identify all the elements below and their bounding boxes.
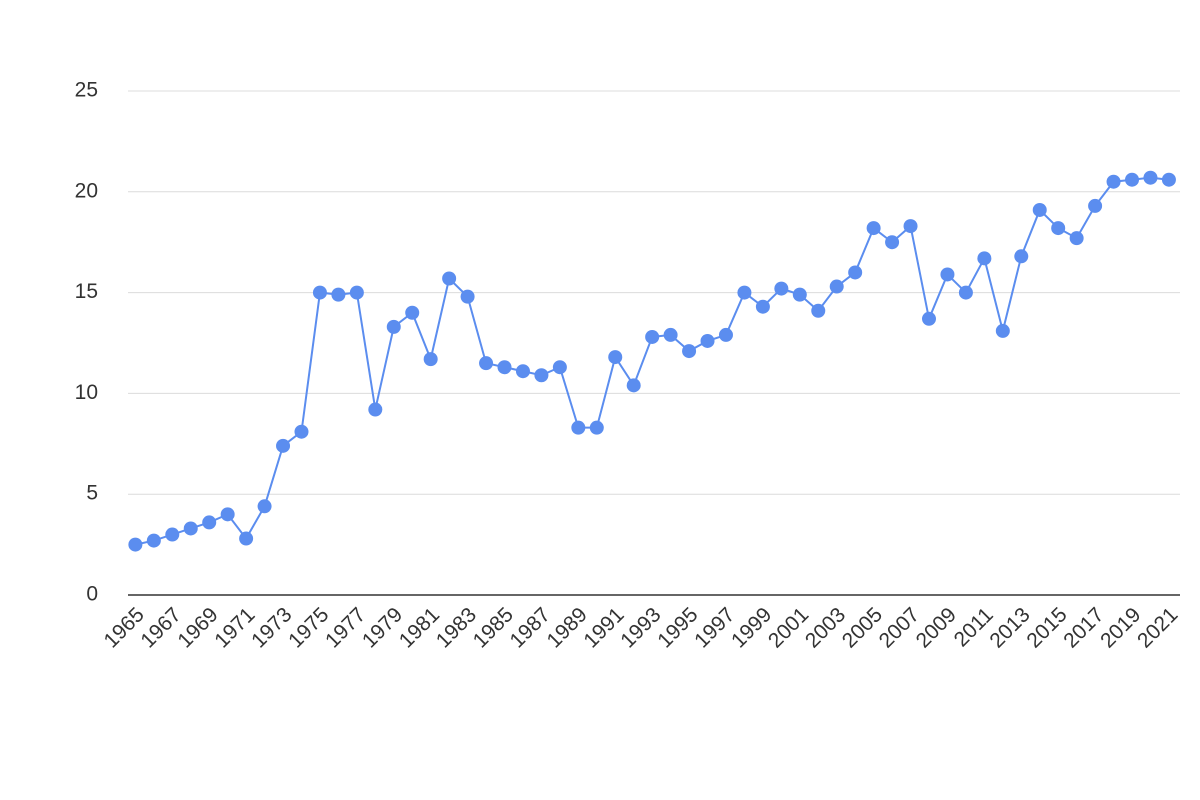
data-point bbox=[146, 533, 161, 548]
x-tick-label: 1981 bbox=[395, 603, 444, 652]
x-tick-label: 2007 bbox=[875, 603, 924, 652]
data-point bbox=[423, 352, 438, 367]
data-point bbox=[995, 323, 1010, 338]
data-point bbox=[811, 303, 826, 318]
x-tick-label: 1995 bbox=[653, 603, 702, 652]
x-tick-label: 2017 bbox=[1059, 603, 1108, 652]
x-tick-label: 1979 bbox=[358, 603, 407, 652]
x-tick-label: 1967 bbox=[136, 603, 185, 652]
data-point bbox=[183, 521, 198, 536]
data-point bbox=[940, 267, 955, 282]
data-point bbox=[1051, 221, 1066, 236]
data-point bbox=[608, 350, 623, 365]
x-tick-label: 2005 bbox=[838, 603, 887, 652]
x-tick-label: 1977 bbox=[321, 603, 370, 652]
x-tick-label: 2011 bbox=[950, 603, 998, 651]
data-point bbox=[1088, 198, 1103, 213]
data-point bbox=[903, 219, 918, 234]
x-tick-label: 1969 bbox=[173, 603, 222, 652]
data-point bbox=[405, 305, 420, 320]
data-point bbox=[552, 360, 567, 375]
data-point bbox=[1069, 231, 1084, 246]
data-point bbox=[958, 285, 973, 300]
data-point bbox=[682, 344, 697, 359]
data-point bbox=[700, 333, 715, 348]
data-point bbox=[1014, 249, 1029, 264]
data-point bbox=[442, 271, 457, 286]
x-tick-label: 1965 bbox=[100, 603, 149, 652]
data-point bbox=[921, 311, 936, 326]
data-point bbox=[626, 378, 641, 393]
data-point bbox=[885, 235, 900, 250]
data-point bbox=[515, 364, 530, 379]
series-line bbox=[135, 176, 1170, 546]
data-point bbox=[829, 279, 844, 294]
data-point bbox=[589, 420, 604, 435]
data-point bbox=[128, 537, 143, 552]
y-tick-label: 5 bbox=[86, 482, 98, 505]
data-point bbox=[1143, 170, 1158, 185]
data-point bbox=[848, 265, 863, 280]
data-point bbox=[977, 251, 992, 266]
data-point bbox=[792, 287, 807, 302]
x-tick-label: 1993 bbox=[616, 603, 665, 652]
data-point bbox=[202, 515, 217, 530]
data-point bbox=[239, 531, 254, 546]
x-tick-label: 2021 bbox=[1133, 603, 1182, 652]
data-point bbox=[774, 281, 789, 296]
data-point bbox=[645, 329, 660, 344]
y-tick-label: 20 bbox=[75, 179, 98, 202]
x-tick-label: 1975 bbox=[284, 603, 333, 652]
data-point bbox=[276, 438, 291, 453]
x-tick-label: 2009 bbox=[912, 603, 961, 652]
data-point bbox=[497, 360, 512, 375]
data-point bbox=[349, 285, 364, 300]
x-tick-label: 1985 bbox=[469, 603, 518, 652]
data-point bbox=[220, 507, 235, 522]
data-point bbox=[294, 424, 309, 439]
data-point bbox=[386, 319, 401, 334]
data-point bbox=[165, 527, 180, 542]
data-point bbox=[663, 327, 678, 342]
x-tick-label: 1971 bbox=[210, 603, 259, 652]
x-tick-label: 2015 bbox=[1022, 603, 1071, 652]
data-point bbox=[718, 327, 733, 342]
data-point bbox=[866, 221, 881, 236]
data-point bbox=[312, 285, 327, 300]
data-point bbox=[534, 368, 549, 383]
data-point bbox=[1125, 172, 1140, 187]
x-tick-label: 2019 bbox=[1096, 603, 1145, 652]
data-point bbox=[571, 420, 586, 435]
data-point bbox=[460, 289, 475, 304]
x-tick-label: 1997 bbox=[690, 603, 739, 652]
data-point bbox=[368, 402, 383, 417]
data-point bbox=[1106, 174, 1121, 189]
y-tick-label: 25 bbox=[75, 79, 98, 102]
data-point bbox=[257, 499, 272, 514]
x-tick-label: 1991 bbox=[579, 603, 628, 652]
x-tick-label: 1973 bbox=[247, 603, 296, 652]
data-point bbox=[737, 285, 752, 300]
x-tick-label: 1999 bbox=[727, 603, 776, 652]
x-tick-label: 1989 bbox=[542, 603, 591, 652]
data-point bbox=[331, 287, 346, 302]
data-point bbox=[479, 356, 494, 371]
y-tick-label: 0 bbox=[86, 583, 98, 606]
x-tick-label: 2013 bbox=[985, 603, 1034, 652]
y-tick-label: 10 bbox=[75, 381, 98, 404]
x-tick-label: 2001 bbox=[764, 603, 813, 652]
x-tick-label: 1983 bbox=[432, 603, 481, 652]
y-tick-label: 15 bbox=[75, 280, 98, 303]
data-point bbox=[755, 299, 770, 314]
x-tick-label: 1987 bbox=[506, 603, 555, 652]
data-point bbox=[1161, 172, 1176, 187]
x-tick-label: 2003 bbox=[801, 603, 850, 652]
data-point bbox=[1032, 202, 1047, 217]
